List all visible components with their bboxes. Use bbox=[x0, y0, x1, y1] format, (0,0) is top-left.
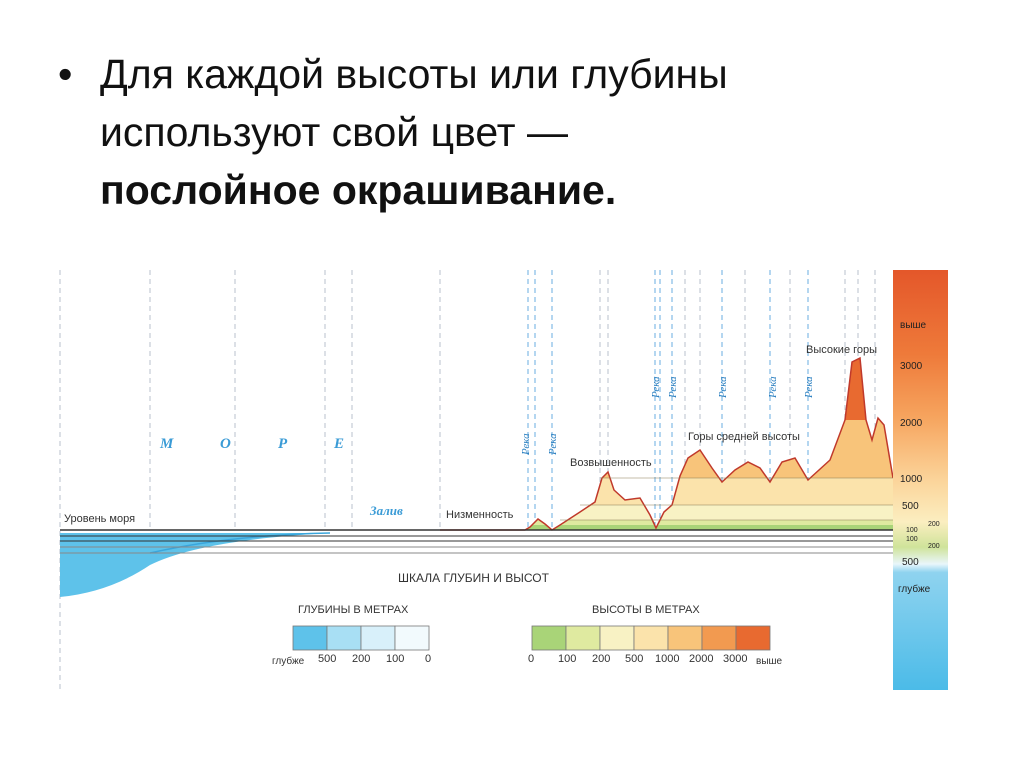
level-lines bbox=[60, 529, 893, 554]
bullet-bold: послойное окрашивание. bbox=[100, 167, 617, 213]
scale-label: 500 bbox=[902, 557, 919, 568]
scale-label: 200 bbox=[928, 521, 940, 528]
river-label: Река bbox=[650, 376, 662, 399]
sea-level-label: Уровень моря bbox=[64, 513, 135, 525]
depth-legend-label: 200 bbox=[352, 653, 370, 665]
depth-legend-label: глубже bbox=[272, 655, 305, 667]
depth-legend-boxes bbox=[292, 625, 430, 651]
scale-label: 2000 bbox=[900, 418, 923, 429]
scale-column bbox=[893, 270, 948, 690]
scale-label: 500 bbox=[902, 501, 919, 512]
height-legend-label: 0 bbox=[528, 653, 534, 665]
sea-depth bbox=[60, 533, 330, 597]
mid-mountains-label: Горы средней высоты bbox=[688, 431, 800, 443]
height-legend-title: ВЫСОТЫ В МЕТРАХ bbox=[592, 604, 700, 616]
land-layers bbox=[440, 358, 893, 530]
river-label: Река bbox=[520, 433, 532, 456]
height-legend-label: выше bbox=[756, 656, 783, 667]
depth-legend-label: 500 bbox=[318, 653, 336, 665]
height-legend-label: 200 bbox=[592, 653, 610, 665]
sea-letter: Р bbox=[278, 436, 288, 452]
scale-title: ШКАЛА ГЛУБИН И ВЫСОТ bbox=[398, 571, 550, 585]
right-scale: выше 3000 2000 1000 500 200 100 100 200 … bbox=[898, 320, 940, 595]
contour-lines bbox=[560, 477, 893, 521]
river-label: Река bbox=[667, 376, 679, 399]
height-legend-label: 1000 bbox=[655, 653, 679, 665]
relief-profile bbox=[440, 356, 894, 531]
bullet-dot: • bbox=[58, 51, 73, 97]
scale-label: 100 bbox=[906, 527, 918, 534]
height-legend-boxes bbox=[531, 625, 771, 651]
depth-legend-label: 0 bbox=[425, 653, 431, 665]
river-label: Река bbox=[547, 433, 559, 456]
sea-letter: Е bbox=[333, 436, 344, 452]
sea-letter: М bbox=[159, 436, 174, 452]
height-legend-label: 500 bbox=[625, 653, 643, 665]
scale-label: выше bbox=[900, 320, 927, 331]
sea-contour bbox=[149, 532, 331, 554]
lowland-label: Низменность bbox=[446, 509, 514, 521]
scale-label: 100 bbox=[906, 536, 918, 543]
height-legend-label: 100 bbox=[558, 653, 576, 665]
river-label: Река bbox=[767, 376, 779, 399]
bullet: • Для каждой высоты или глубины использу… bbox=[58, 45, 958, 219]
depth-legend-title: ГЛУБИНЫ В МЕТРАХ bbox=[298, 604, 409, 616]
river-label: Река bbox=[717, 376, 729, 399]
scale-label: глубже bbox=[898, 583, 931, 595]
scale-label: 3000 bbox=[900, 361, 923, 372]
bullet-line: используют свой цвет — bbox=[100, 109, 568, 155]
depth-legend-label: 100 bbox=[386, 653, 404, 665]
gulf-label: Залив bbox=[369, 503, 403, 518]
height-legend-label: 2000 bbox=[689, 653, 713, 665]
scale-label: 200 bbox=[928, 543, 940, 550]
scale-label: 1000 bbox=[900, 474, 923, 485]
height-legend-label: 3000 bbox=[723, 653, 747, 665]
river-label: Река bbox=[803, 376, 815, 399]
upland-label: Возвышенность bbox=[570, 457, 652, 469]
high-mountains-label: Высокие горы bbox=[806, 344, 877, 356]
bullet-line: Для каждой высоты или глубины bbox=[100, 51, 728, 97]
sea-letter: О bbox=[220, 436, 231, 452]
